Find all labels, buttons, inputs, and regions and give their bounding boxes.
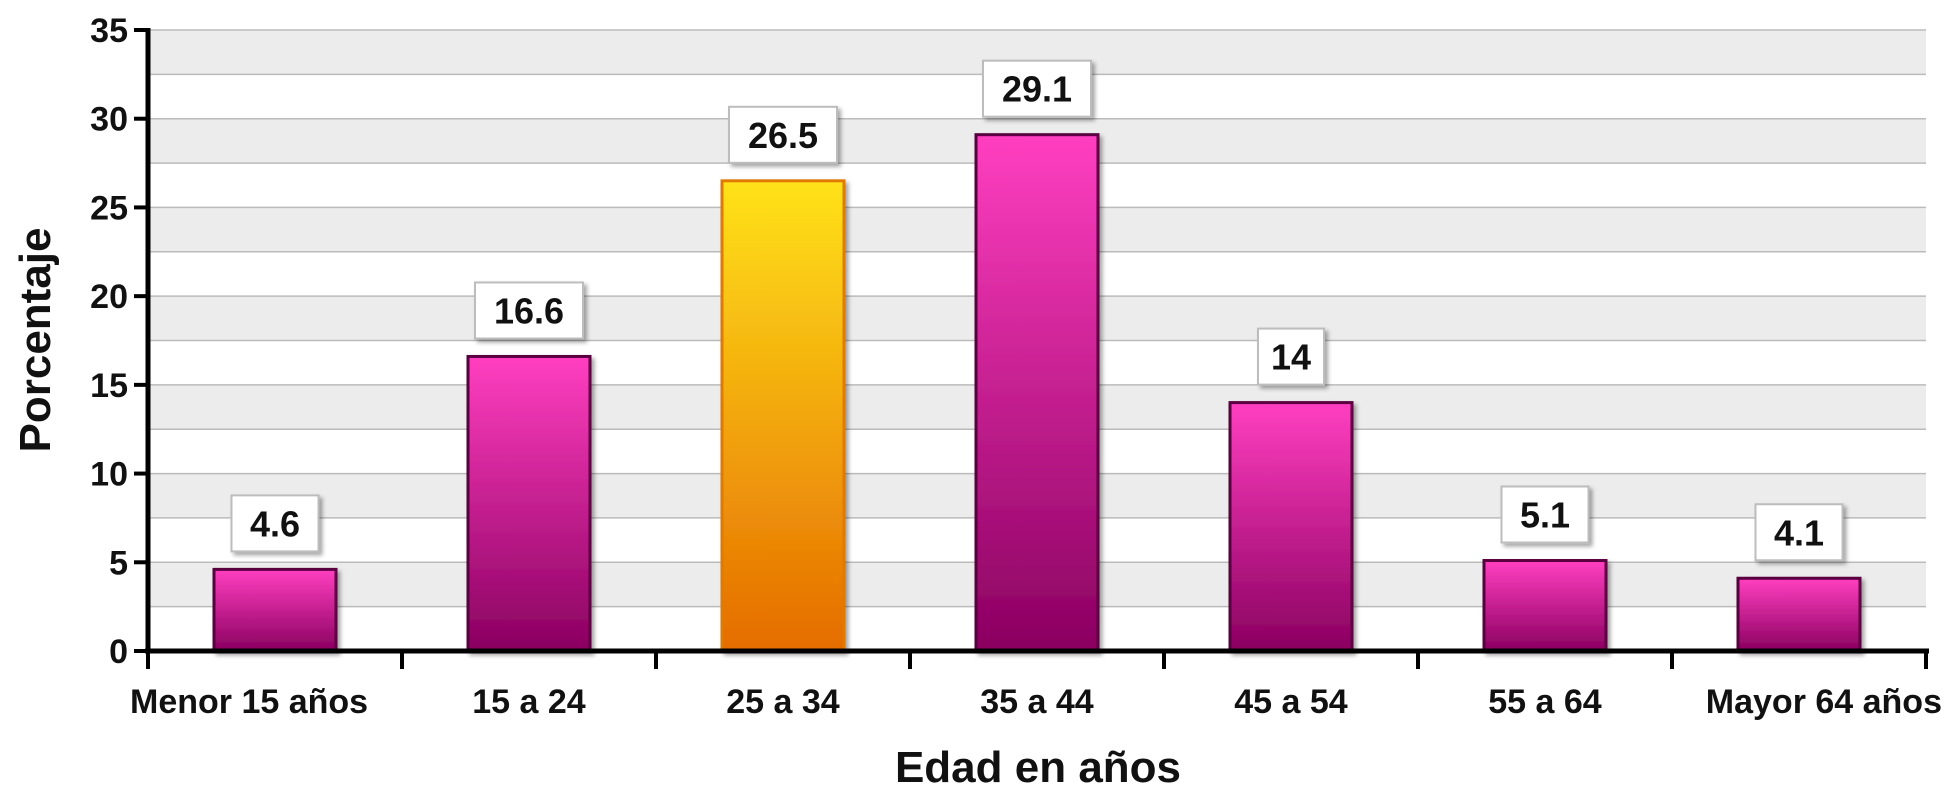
bar-2	[466, 354, 592, 653]
value-label-box	[474, 281, 584, 340]
value-label-box	[728, 105, 838, 164]
bar-1	[212, 567, 338, 653]
x-tick-label: 15 a 24	[472, 683, 586, 721]
value-labels: 4.6 16.6 26.5 29.1 14 5.1 4.1	[230, 59, 1844, 562]
y-tick-labels: 0 5 10 15 20 25 30 35	[90, 12, 128, 671]
y-tick-label: 35	[90, 12, 128, 50]
axes	[134, 28, 1929, 669]
y-axis-title: Porcentaje	[11, 228, 60, 453]
y-tick-label: 5	[109, 544, 128, 582]
value-label: 5.1	[1520, 495, 1570, 536]
y-tick-label: 20	[90, 278, 128, 316]
y-tick-label: 30	[90, 101, 128, 139]
value-label-box	[230, 494, 320, 553]
value-label-box	[982, 59, 1092, 118]
x-tick-label: 55 a 64	[1488, 683, 1602, 721]
bar-4	[974, 133, 1100, 653]
x-tick-label: 25 a 34	[726, 683, 840, 721]
value-label-box	[1500, 485, 1590, 544]
x-tick-label: 45 a 54	[1234, 683, 1348, 721]
value-label: 29.1	[1002, 69, 1072, 110]
x-tick-label: Mayor 64 años	[1706, 683, 1942, 721]
x-tick-label: Menor 15 años	[130, 683, 368, 721]
value-label-box	[1754, 503, 1844, 562]
y-tick-label: 10	[90, 456, 128, 494]
x-tick-labels: Menor 15 años 15 a 24 25 a 34 35 a 44 45 a 5…	[130, 683, 1942, 721]
x-tick-label: 35 a 44	[980, 683, 1094, 721]
value-label-box	[1257, 327, 1325, 386]
y-tick-label: 25	[90, 189, 128, 227]
bar-5	[1228, 401, 1354, 653]
x-axis-title: Edad en años	[895, 743, 1181, 789]
value-label: 4.1	[1774, 512, 1824, 553]
value-label: 16.6	[494, 290, 564, 331]
bars	[212, 133, 1862, 653]
bar-7	[1736, 576, 1862, 653]
value-label: 14	[1271, 337, 1311, 378]
y-tick-label: 0	[109, 633, 128, 671]
y-tick-label: 15	[90, 367, 128, 405]
bar-3	[720, 179, 846, 653]
value-label: 26.5	[748, 115, 818, 156]
value-label: 4.6	[250, 503, 300, 544]
bar-6	[1482, 559, 1608, 653]
